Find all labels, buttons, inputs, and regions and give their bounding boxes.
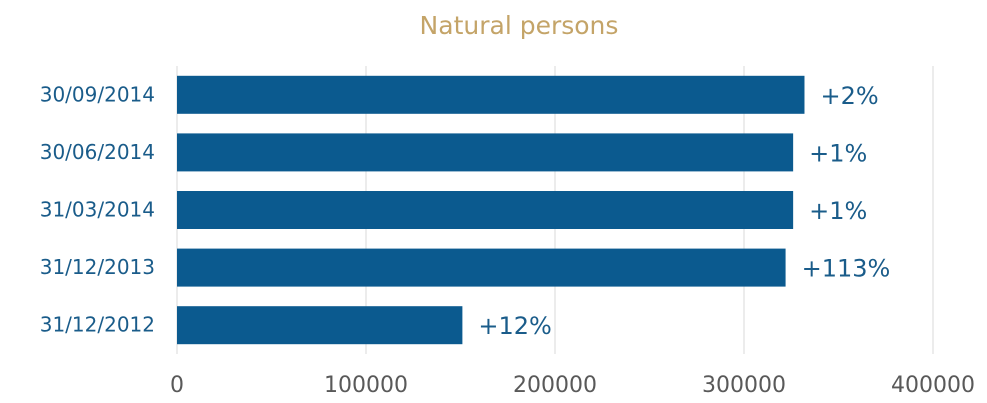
y-tick-label: 31/12/2012: [40, 313, 155, 337]
bar: [177, 306, 463, 345]
x-tick-label: 200000: [513, 373, 597, 398]
bar: [177, 248, 786, 287]
y-tick-label: 30/06/2014: [40, 140, 155, 164]
bar: [177, 133, 794, 172]
x-tick-label: 300000: [702, 373, 786, 398]
growth-label: +1%: [809, 139, 867, 167]
bar: [177, 191, 794, 229]
bar: [177, 75, 805, 114]
x-tick-label: 100000: [324, 373, 408, 398]
x-tick-label: 0: [170, 373, 184, 398]
growth-label: +113%: [802, 255, 891, 283]
y-tick-label: 31/03/2014: [40, 198, 155, 222]
y-tick-label: 30/09/2014: [40, 82, 155, 106]
growth-label: +2%: [820, 82, 878, 110]
y-tick-label: 31/12/2013: [40, 255, 155, 279]
growth-label: +12%: [478, 312, 551, 340]
chart-title: Natural persons: [420, 11, 619, 40]
growth-label: +1%: [809, 197, 867, 225]
x-tick-label: 400000: [891, 373, 975, 398]
